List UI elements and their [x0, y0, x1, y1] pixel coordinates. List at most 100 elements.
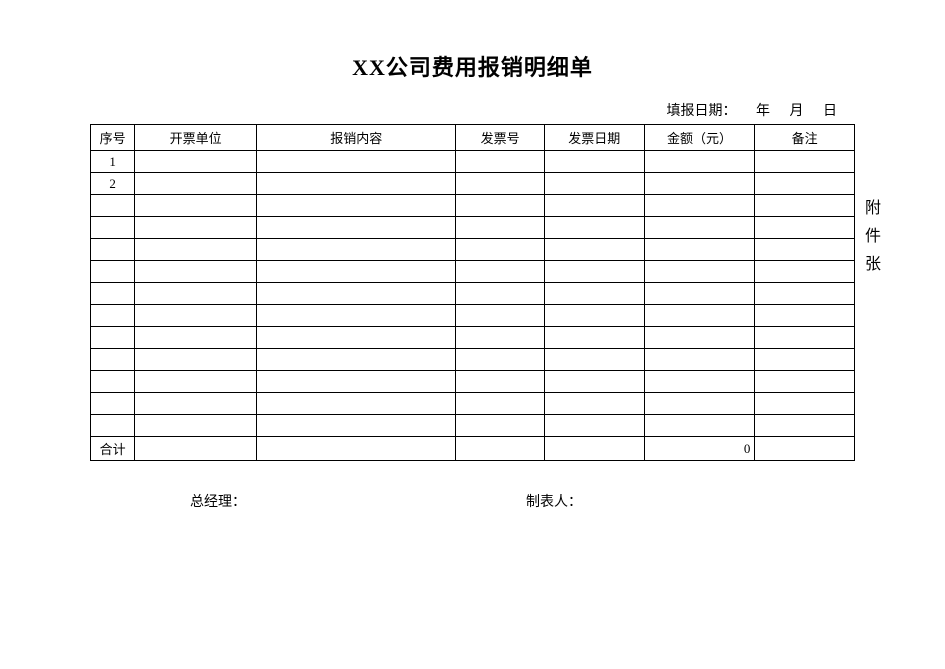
cell-unit [135, 239, 257, 261]
total-invoice-date [544, 437, 644, 461]
cell-amount [644, 239, 755, 261]
cell-unit [135, 415, 257, 437]
table-row [91, 195, 855, 217]
cell-remark [755, 415, 855, 437]
total-remark [755, 437, 855, 461]
cell-content [257, 261, 456, 283]
cell-invoice_date [544, 217, 644, 239]
cell-content [257, 415, 456, 437]
header-row: 序号 开票单位 报销内容 发票号 发票日期 金额（元） 备注 [91, 125, 855, 151]
cell-invoice_date [544, 349, 644, 371]
table-row [91, 239, 855, 261]
cell-invoice_date [544, 239, 644, 261]
cell-seq: 1 [91, 151, 135, 173]
cell-seq [91, 393, 135, 415]
cell-invoice_no [456, 239, 545, 261]
table-row [91, 305, 855, 327]
cell-unit [135, 283, 257, 305]
cell-content [257, 283, 456, 305]
date-label: 填报日期： [667, 104, 737, 119]
cell-amount [644, 349, 755, 371]
manager-label: 总经理： [190, 491, 246, 511]
cell-remark [755, 261, 855, 283]
total-invoice-no [456, 437, 545, 461]
total-label: 合计 [91, 437, 135, 461]
cell-content [257, 349, 456, 371]
cell-content [257, 327, 456, 349]
cell-amount [644, 393, 755, 415]
cell-invoice_no [456, 327, 545, 349]
cell-invoice_no [456, 217, 545, 239]
col-unit: 开票单位 [135, 125, 257, 151]
cell-unit [135, 393, 257, 415]
table-row [91, 327, 855, 349]
cell-remark [755, 283, 855, 305]
preparer-label: 制表人： [526, 491, 582, 511]
cell-invoice_date [544, 195, 644, 217]
cell-seq [91, 415, 135, 437]
cell-content [257, 393, 456, 415]
cell-amount [644, 173, 755, 195]
cell-seq [91, 239, 135, 261]
cell-content [257, 371, 456, 393]
date-row: 填报日期： 年 月 日 [90, 100, 855, 120]
cell-invoice_no [456, 173, 545, 195]
cell-invoice_date [544, 371, 644, 393]
total-unit [135, 437, 257, 461]
cell-invoice_date [544, 151, 644, 173]
table-row [91, 393, 855, 415]
cell-seq [91, 195, 135, 217]
table-row [91, 261, 855, 283]
cell-remark [755, 393, 855, 415]
cell-invoice_no [456, 305, 545, 327]
cell-content [257, 239, 456, 261]
cell-remark [755, 371, 855, 393]
cell-invoice_no [456, 151, 545, 173]
cell-seq [91, 349, 135, 371]
cell-seq [91, 283, 135, 305]
cell-content [257, 173, 456, 195]
col-remark: 备注 [755, 125, 855, 151]
attachment-side-label: 附 件 张 [865, 195, 885, 279]
cell-unit [135, 327, 257, 349]
cell-content [257, 151, 456, 173]
cell-unit [135, 173, 257, 195]
cell-remark [755, 151, 855, 173]
table-row [91, 217, 855, 239]
cell-invoice_date [544, 327, 644, 349]
col-content: 报销内容 [257, 125, 456, 151]
cell-remark [755, 217, 855, 239]
cell-amount [644, 327, 755, 349]
cell-amount [644, 261, 755, 283]
cell-unit [135, 217, 257, 239]
col-seq: 序号 [91, 125, 135, 151]
cell-amount [644, 217, 755, 239]
cell-content [257, 305, 456, 327]
cell-content [257, 217, 456, 239]
cell-remark [755, 195, 855, 217]
cell-seq [91, 371, 135, 393]
cell-remark [755, 327, 855, 349]
cell-invoice_date [544, 415, 644, 437]
cell-seq [91, 261, 135, 283]
form-title: XX公司费用报销明细单 [90, 50, 855, 82]
cell-invoice_no [456, 393, 545, 415]
cell-invoice_no [456, 415, 545, 437]
cell-amount [644, 305, 755, 327]
cell-seq [91, 327, 135, 349]
total-content [257, 437, 456, 461]
side-char-1: 附 [865, 195, 885, 223]
cell-invoice_date [544, 393, 644, 415]
cell-invoice_no [456, 261, 545, 283]
table-row: 2 [91, 173, 855, 195]
table-row [91, 283, 855, 305]
cell-invoice_no [456, 283, 545, 305]
expense-table: 序号 开票单位 报销内容 发票号 发票日期 金额（元） 备注 12 合计 0 [90, 124, 855, 461]
cell-remark [755, 305, 855, 327]
cell-seq [91, 305, 135, 327]
cell-amount [644, 371, 755, 393]
cell-unit [135, 371, 257, 393]
cell-unit [135, 349, 257, 371]
date-day: 日 [823, 104, 837, 119]
cell-amount [644, 415, 755, 437]
